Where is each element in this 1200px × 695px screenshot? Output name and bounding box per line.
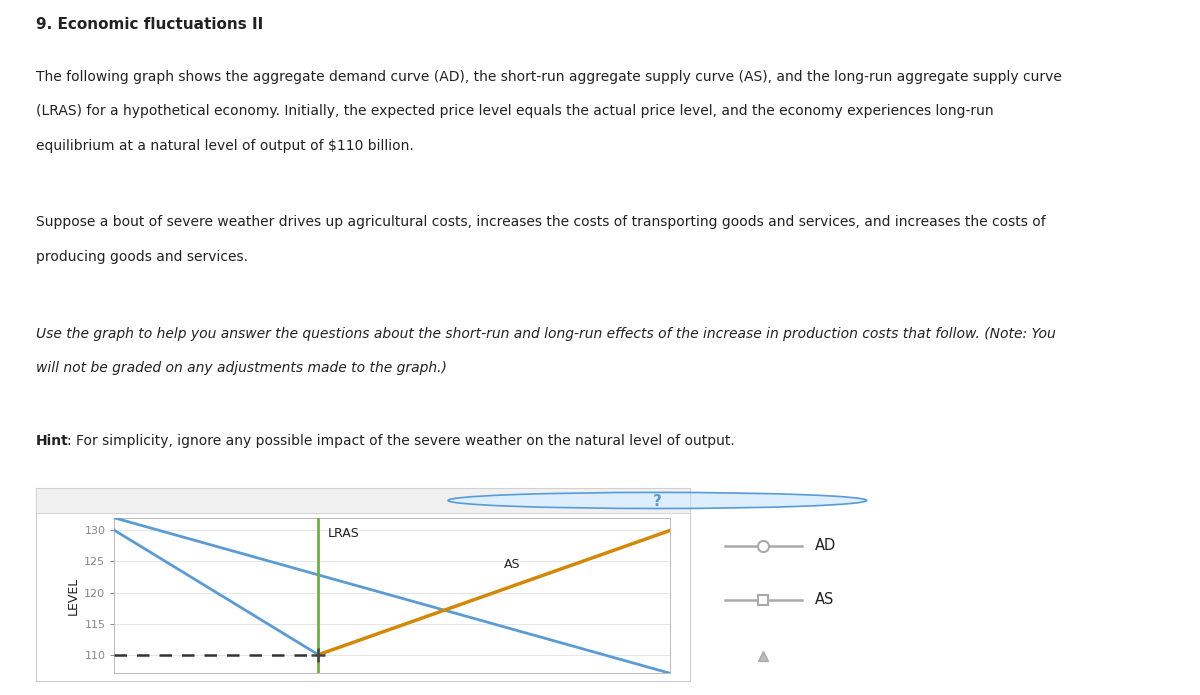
Text: Suppose a bout of severe weather drives up agricultural costs, increases the cos: Suppose a bout of severe weather drives …: [36, 215, 1045, 229]
Circle shape: [448, 493, 866, 509]
Y-axis label: LEVEL: LEVEL: [67, 576, 80, 615]
Text: AD: AD: [815, 539, 836, 553]
Text: equilibrium at a natural level of output of $110 billion.: equilibrium at a natural level of output…: [36, 139, 414, 153]
Text: : For simplicity, ignore any possible impact of the severe weather on the natura: : For simplicity, ignore any possible im…: [67, 434, 734, 448]
Text: LRAS: LRAS: [328, 527, 359, 539]
Text: (LRAS) for a hypothetical economy. Initially, the expected price level equals th: (LRAS) for a hypothetical economy. Initi…: [36, 104, 994, 118]
Text: AS: AS: [815, 592, 834, 607]
Text: producing goods and services.: producing goods and services.: [36, 250, 248, 264]
Text: Use the graph to help you answer the questions about the short-run and long-run : Use the graph to help you answer the que…: [36, 327, 1056, 341]
Text: will not be graded on any adjustments made to the graph.): will not be graded on any adjustments ma…: [36, 361, 446, 375]
Text: Hint: Hint: [36, 434, 68, 448]
Text: ?: ?: [653, 493, 661, 509]
Text: The following graph shows the aggregate demand curve (AD), the short-run aggrega: The following graph shows the aggregate …: [36, 70, 1062, 83]
Text: 9. Economic fluctuations II: 9. Economic fluctuations II: [36, 17, 263, 33]
Text: AS: AS: [504, 557, 520, 571]
